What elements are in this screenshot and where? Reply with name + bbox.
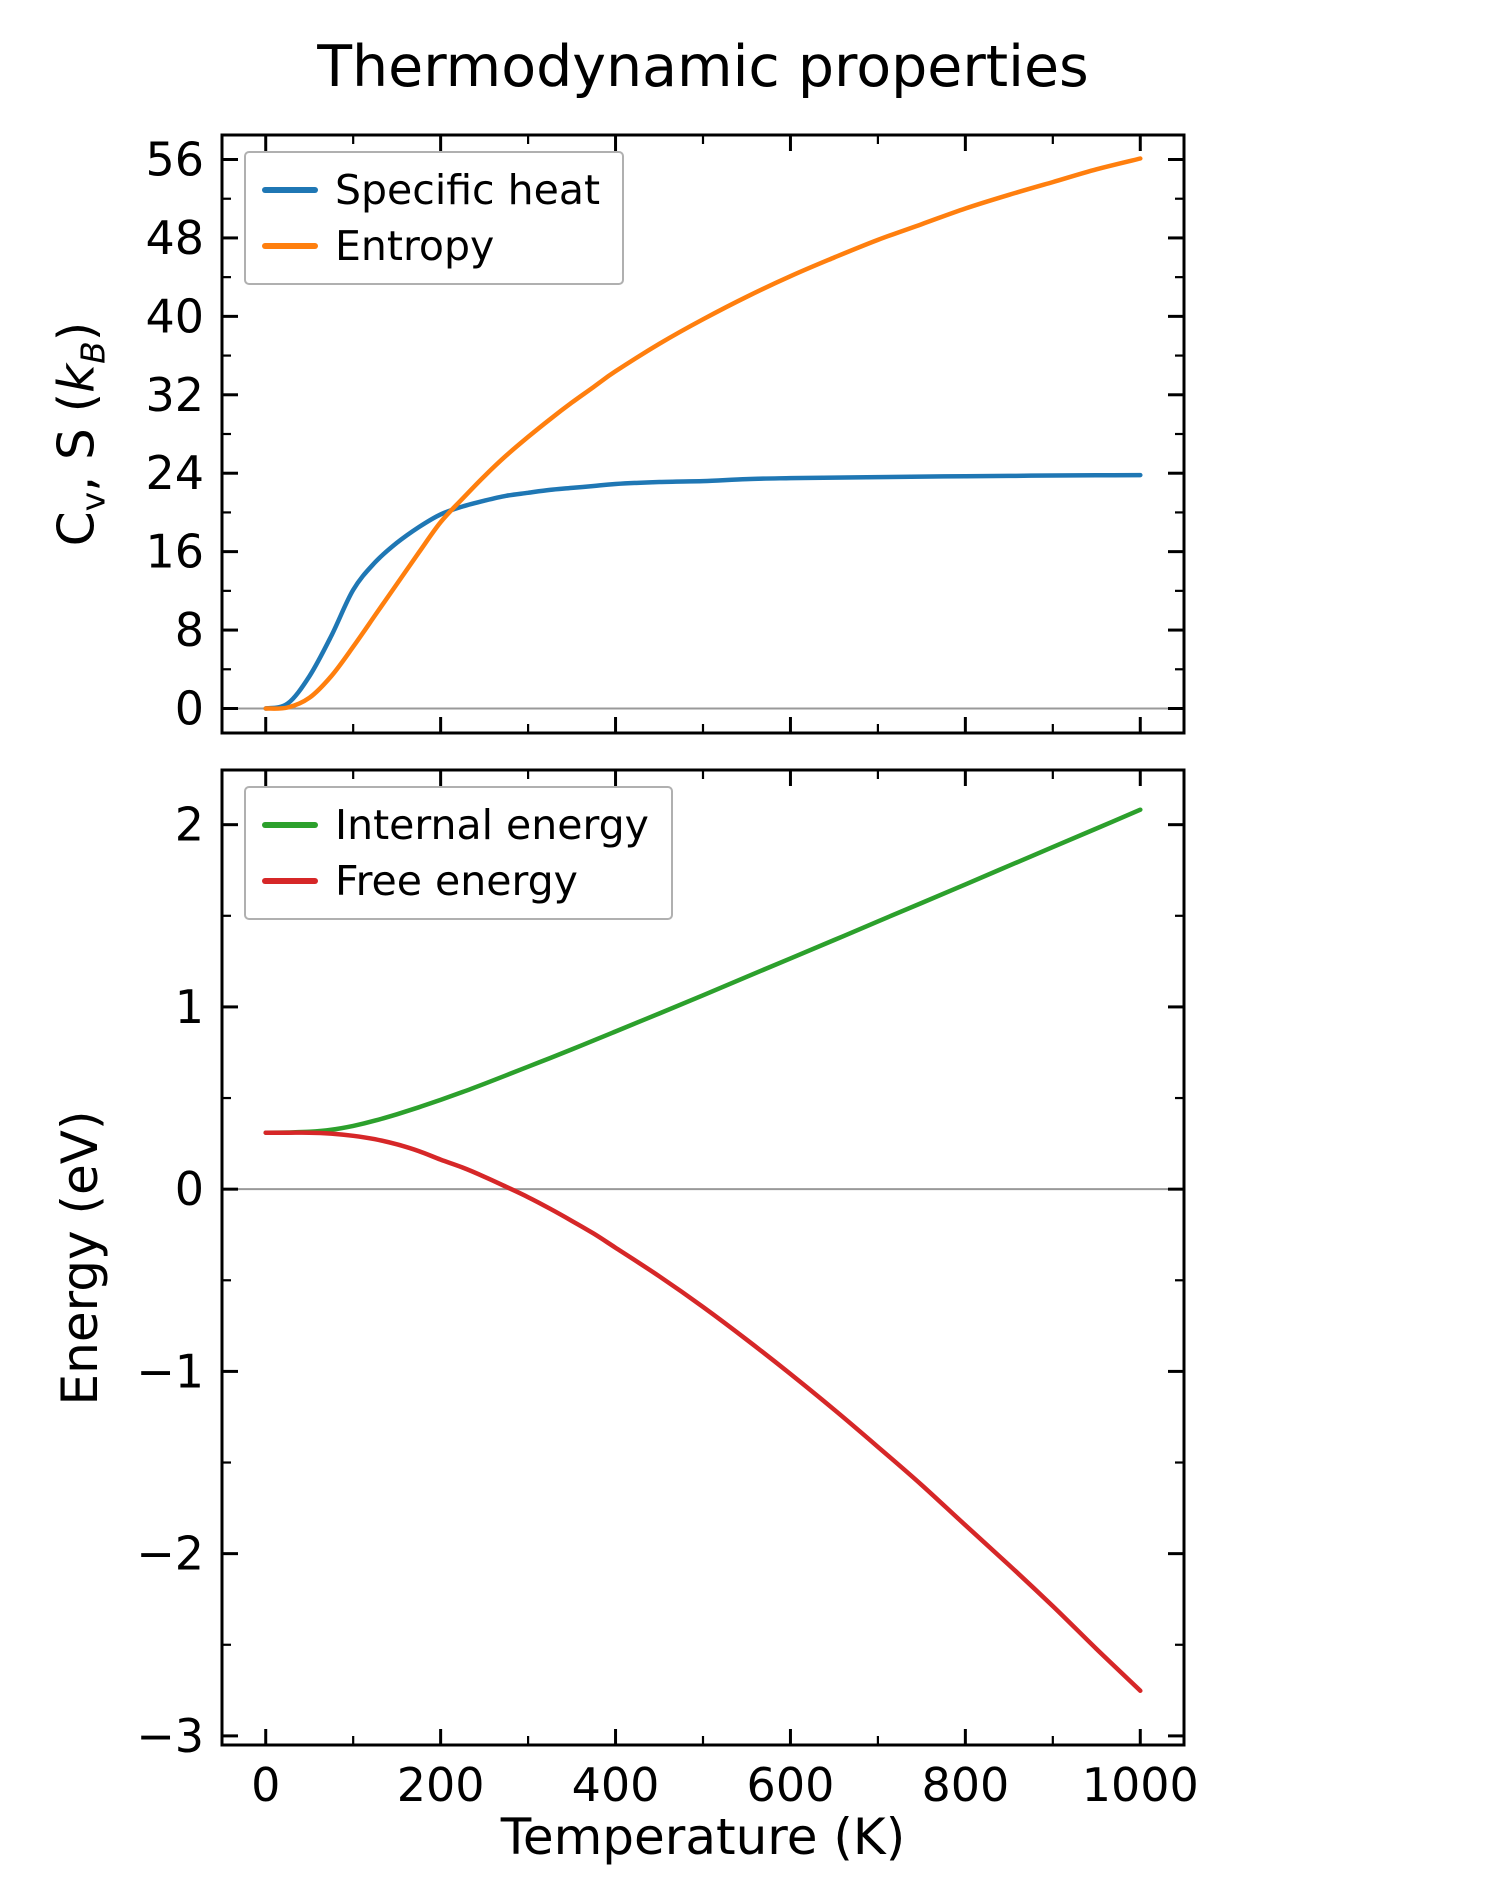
x-tick-label: 1000 — [1082, 1758, 1199, 1812]
y-axis-label-segment: ) — [47, 321, 106, 342]
y-axis-label-segment: B — [73, 341, 113, 364]
tick-labels: 0 8 16 24 32 40 48 56 — [145, 133, 204, 736]
y-tick-label: 0 — [175, 681, 204, 735]
legend-label-specific-heat: Specific heat — [335, 166, 601, 214]
legend-label-free-energy: Free energy — [335, 857, 578, 906]
x-tick-label: 400 — [572, 1758, 660, 1812]
y-tick-label: 1 — [175, 980, 204, 1034]
legend-line-specific-heat — [262, 187, 318, 193]
y-tick-label: 40 — [145, 289, 204, 343]
y-tick-label: 8 — [175, 603, 204, 657]
internal-energy-curve — [263, 807, 1143, 1135]
y-tick-label: −3 — [136, 1709, 204, 1763]
x-tick-label: 800 — [921, 1758, 1009, 1812]
y-axis-label-segment: Energy (eV) — [51, 1110, 109, 1406]
free-energy-curve — [263, 1130, 1143, 1693]
legend-item-entropy: Entropy — [262, 221, 600, 271]
y-tick-label: 0 — [175, 1162, 204, 1216]
legend-item-specific-heat: Specific heat — [262, 165, 600, 215]
ticks — [222, 770, 1184, 1745]
legend-line-entropy — [262, 243, 318, 250]
figure-title: Thermodynamic properties — [317, 34, 1089, 100]
entropy-curve — [263, 156, 1143, 711]
panel-bottom: 2 1 0 −1 −2 −3 0 200 400 600 800 1000 — [136, 768, 1199, 1812]
panel-top: 0 8 16 24 32 40 48 56 — [145, 133, 1186, 736]
y-tick-label: 16 — [145, 525, 204, 579]
legend-line-free-energy — [262, 878, 318, 885]
y-tick-label: 56 — [145, 133, 204, 187]
curves — [263, 156, 1143, 711]
legend-top: Specific heat Entropy — [244, 151, 625, 286]
x-tick-label: 0 — [251, 1758, 280, 1812]
y-axis-label-segment: C — [47, 511, 106, 547]
x-tick-label: 200 — [397, 1758, 485, 1812]
y-axis-label-segment: v — [73, 491, 113, 512]
legend-line-internal-energy — [262, 822, 318, 828]
curves — [263, 807, 1143, 1693]
y-axis-label-bottom: Energy (eV) — [51, 1111, 109, 1406]
y-tick-label: 2 — [175, 798, 204, 852]
y-axis-label-segment: , S ( — [47, 392, 106, 492]
tick-labels: 2 1 0 −1 −2 −3 0 200 400 600 800 1000 — [136, 798, 1199, 1812]
specific-heat-curve — [263, 472, 1143, 711]
y-tick-label: 24 — [145, 446, 204, 500]
legend-bottom: Internal energy Free energy — [244, 786, 673, 921]
x-tick-label: 600 — [747, 1758, 835, 1812]
ticks — [222, 135, 1184, 733]
y-axis-label-segment: k — [47, 363, 106, 393]
x-axis-label: Temperature (K) — [500, 1808, 906, 1866]
y-tick-label: −1 — [136, 1344, 204, 1398]
y-tick-label: −2 — [136, 1527, 204, 1581]
y-tick-label: 48 — [145, 211, 204, 265]
legend-item-internal-energy: Internal energy — [262, 800, 649, 850]
legend-item-free-energy: Free energy — [262, 856, 649, 906]
legend-label-internal-energy: Internal energy — [335, 801, 649, 849]
legend-label-entropy: Entropy — [335, 222, 495, 271]
y-tick-label: 32 — [145, 368, 204, 422]
y-axis-label-top: Cv, S (kB) — [48, 322, 113, 547]
